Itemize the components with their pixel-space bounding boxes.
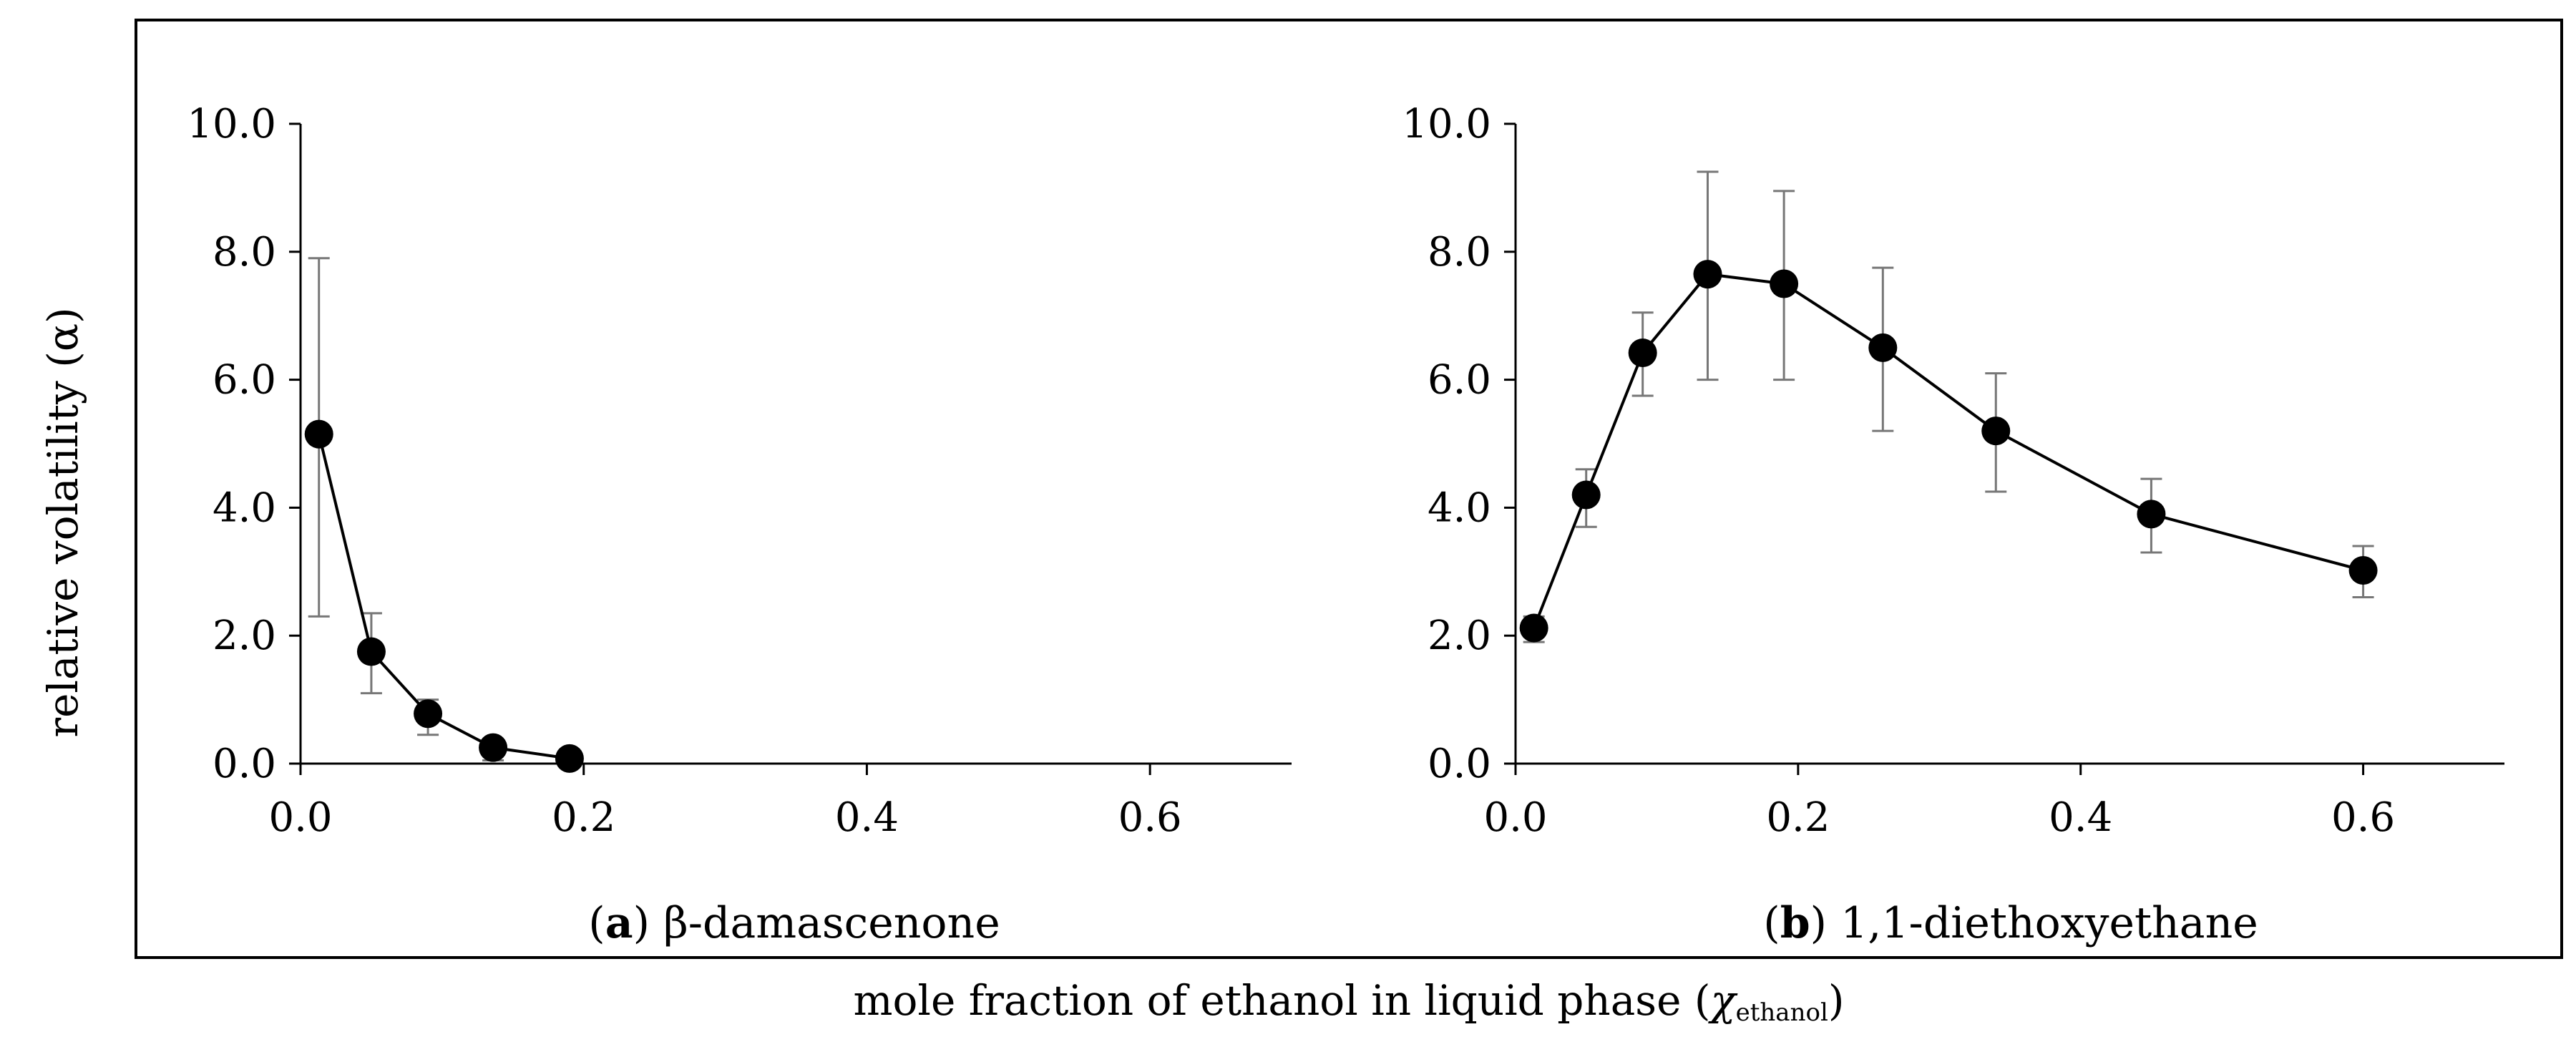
y-tick-label: 4.0 bbox=[213, 485, 276, 531]
y-tick-label: 8.0 bbox=[1428, 229, 1491, 276]
y-tick-label: 6.0 bbox=[213, 357, 276, 404]
data-point bbox=[2348, 556, 2378, 585]
panel-title: ) 1,1-diethoxyethane bbox=[1810, 898, 2258, 948]
x-axis-title-symbol: χ bbox=[1707, 976, 1737, 1025]
y-axis-title: relative volatility (α) bbox=[39, 307, 87, 737]
data-point bbox=[1571, 480, 1601, 510]
outer-frame bbox=[135, 19, 2563, 959]
data-point bbox=[414, 699, 443, 729]
x-tick-label: 0.2 bbox=[1766, 794, 1830, 841]
data-point bbox=[1628, 339, 1657, 368]
data-point bbox=[555, 744, 584, 773]
data-point bbox=[1981, 417, 2011, 446]
y-tick-label: 10.0 bbox=[1402, 101, 1491, 147]
y-tick-label: 8.0 bbox=[213, 229, 276, 276]
x-tick-label: 0.2 bbox=[552, 794, 615, 841]
x-axis-title: mole fraction of ethanol in liquid phase… bbox=[854, 976, 1845, 1027]
x-axis-title-subscript: ethanol bbox=[1736, 998, 1828, 1027]
x-tick-label: 0.0 bbox=[268, 794, 332, 841]
data-point bbox=[2137, 500, 2166, 529]
y-tick-label: 10.0 bbox=[187, 101, 276, 147]
panel-label: a bbox=[605, 898, 633, 948]
x-axis-title-main: mole fraction of ethanol in liquid phase… bbox=[854, 976, 1711, 1025]
x-tick-label: 0.6 bbox=[2331, 794, 2395, 841]
data-point bbox=[304, 419, 333, 449]
y-tick-label: 0.0 bbox=[213, 741, 276, 787]
y-tick-label: 4.0 bbox=[1428, 485, 1491, 531]
series-line bbox=[1532, 272, 2364, 629]
x-tick-label: 0.4 bbox=[2049, 794, 2112, 841]
x-axis-title-close: ) bbox=[1828, 976, 1845, 1025]
panel-caption: (b) 1,1-diethoxyethane bbox=[1763, 898, 2258, 948]
data-point bbox=[1770, 269, 1799, 298]
series-line bbox=[317, 434, 570, 760]
panel-label: b bbox=[1780, 898, 1810, 948]
x-tick-label: 0.0 bbox=[1483, 794, 1547, 841]
panel-a: 0.0 2.0 4.0 6.0 8.0 10.0 0.0 0.2 0.4 0.6 (a) β-dam… bbox=[187, 101, 1292, 948]
x-tick-label: 0.4 bbox=[835, 794, 899, 841]
caption-open-paren: ( bbox=[588, 898, 605, 948]
panel-caption: (a) β-damascenone bbox=[588, 898, 1000, 948]
caption-open-paren: ( bbox=[1763, 898, 1780, 948]
y-tick-label: 0.0 bbox=[1428, 741, 1491, 787]
x-tick-label: 0.6 bbox=[1118, 794, 1182, 841]
data-point bbox=[1519, 613, 1548, 643]
panel-b: 0.0 2.0 4.0 6.0 8.0 10.0 0.0 0.2 0.4 0.6 (b) 1,1-d… bbox=[1402, 101, 2504, 948]
data-point bbox=[479, 733, 508, 762]
panel-title: ) β-damascenone bbox=[633, 898, 1000, 948]
data-point bbox=[356, 637, 386, 666]
data-point bbox=[1868, 333, 1898, 362]
y-tick-label: 6.0 bbox=[1428, 357, 1491, 404]
y-tick-label: 2.0 bbox=[213, 613, 276, 659]
y-tick-label: 2.0 bbox=[1428, 613, 1491, 659]
data-point bbox=[1693, 260, 1722, 289]
